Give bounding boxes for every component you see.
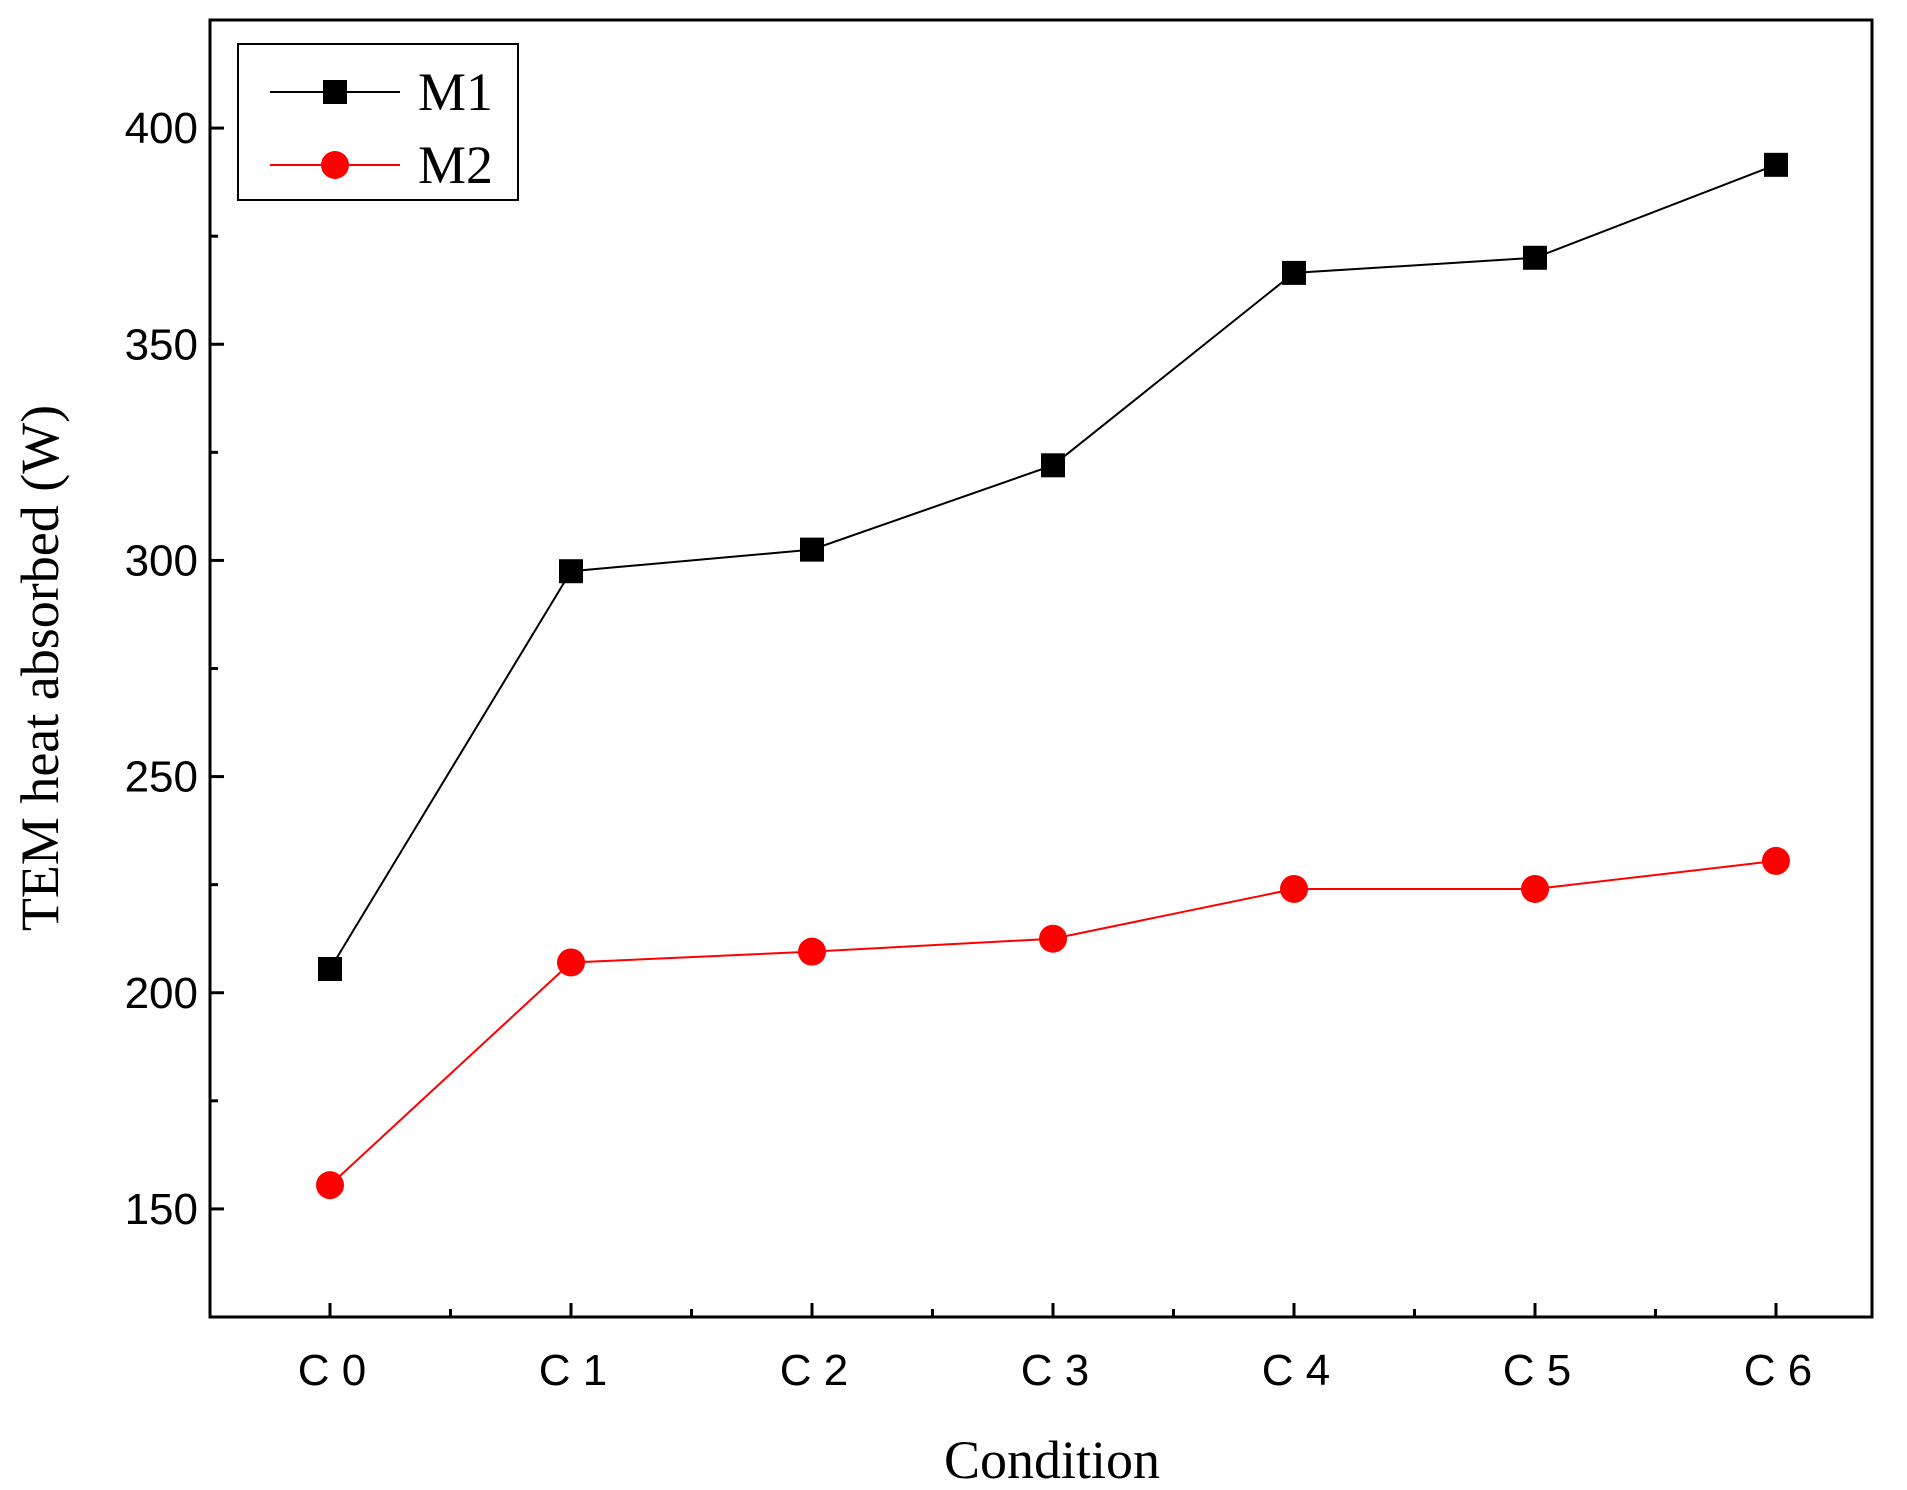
data-point-m2 (1039, 924, 1067, 953)
x-tick-label: C 2 (780, 1346, 848, 1395)
y-tick-label: 400 (125, 104, 198, 153)
legend-label-m1: M1 (418, 62, 493, 122)
y-tick-label: 250 (125, 753, 198, 802)
data-point-m1 (1523, 245, 1547, 270)
y-tick-label: 350 (125, 320, 198, 369)
x-tick-label: C 0 (298, 1346, 366, 1395)
data-point-m1 (318, 956, 342, 981)
data-point-m1 (800, 537, 824, 562)
data-point-m1 (1282, 260, 1306, 285)
x-axis: C 0 C 1 C 2 C 3 C 4 C 5 C 6 (298, 1303, 1812, 1395)
legend-marker-m2 (321, 151, 349, 179)
x-tick-label: C 5 (1503, 1346, 1571, 1395)
x-tick-label: C 1 (539, 1346, 607, 1395)
data-point-m1 (559, 559, 583, 584)
y-axis-title: TEM heat absorbed (W) (10, 405, 70, 931)
x-tick-label: C 6 (1744, 1346, 1812, 1395)
y-tick-label: 150 (125, 1185, 198, 1234)
legend-label-m2: M2 (418, 135, 493, 195)
x-tick-label: C 4 (1262, 1346, 1330, 1395)
legend: M1 M2 (237, 43, 519, 201)
data-point-m2 (316, 1171, 344, 1200)
legend-box (237, 43, 519, 201)
data-point-m2 (1762, 846, 1790, 875)
data-point-m2 (798, 937, 826, 966)
y-tick-label: 300 (125, 536, 198, 585)
legend-marker-m1 (323, 80, 347, 104)
series-layer (316, 152, 1790, 1200)
y-tick-label: 200 (125, 969, 198, 1018)
data-point-m1 (1041, 453, 1065, 478)
series-line-m2 (329, 859, 1777, 1186)
plot-frame (208, 18, 1874, 1319)
data-point-m1 (1764, 152, 1788, 177)
data-point-m2 (1521, 874, 1549, 903)
data-point-m2 (1280, 874, 1308, 903)
x-axis-title: Condition (944, 1430, 1160, 1490)
x-tick-label: C 3 (1021, 1346, 1089, 1395)
y-axis: 150 200 250 300 350 400 (125, 104, 224, 1234)
data-point-m2 (557, 948, 585, 977)
series-line-m1 (329, 163, 1777, 970)
